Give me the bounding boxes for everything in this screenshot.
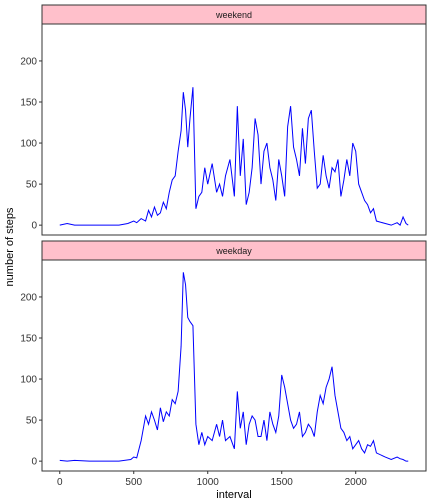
y-tick-label-weekend-100: 100 [20,139,37,150]
panel-border-weekend [41,23,427,236]
y-tick-label-weekend-50: 50 [26,180,38,191]
y-tick-label-weekday-100: 100 [20,375,37,386]
x-tick-label-2000: 2000 [345,477,368,488]
y-axis-weekday: 0 50 100 150 200 [20,292,42,468]
y-tick-label-weekend-0: 0 [31,221,37,232]
series-line-weekday [59,272,409,462]
y-tick-label-weekday-50: 50 [26,416,38,427]
y-tick-label-weekend-150: 150 [20,97,37,108]
x-tick-label-0: 0 [57,477,63,488]
y-axis-weekend: 0 50 100 150 200 [20,56,42,232]
x-tick-label-1000: 1000 [197,477,220,488]
x-axis: 0 500 1000 1500 2000 [57,471,367,488]
x-axis-title: interval [216,489,251,501]
x-tick-label-1500: 1500 [271,477,294,488]
y-axis-title: number of steps [4,207,16,286]
y-tick-label-weekend-200: 200 [20,56,37,67]
panel-border-weekday [41,259,427,472]
y-tick-label-weekday-150: 150 [20,333,37,344]
y-tick-label-weekday-0: 0 [31,457,37,468]
y-tick-label-weekday-200: 200 [20,292,37,303]
series-line-weekend [59,87,409,226]
panel-weekend: weekend 0 50 100 150 200 [20,4,427,236]
strip-label-weekday: weekday [215,246,252,256]
x-tick-label-500: 500 [125,477,142,488]
strip-label-weekend: weekend [215,10,252,20]
panel-weekday: weekday 0 50 100 150 200 [20,240,427,472]
